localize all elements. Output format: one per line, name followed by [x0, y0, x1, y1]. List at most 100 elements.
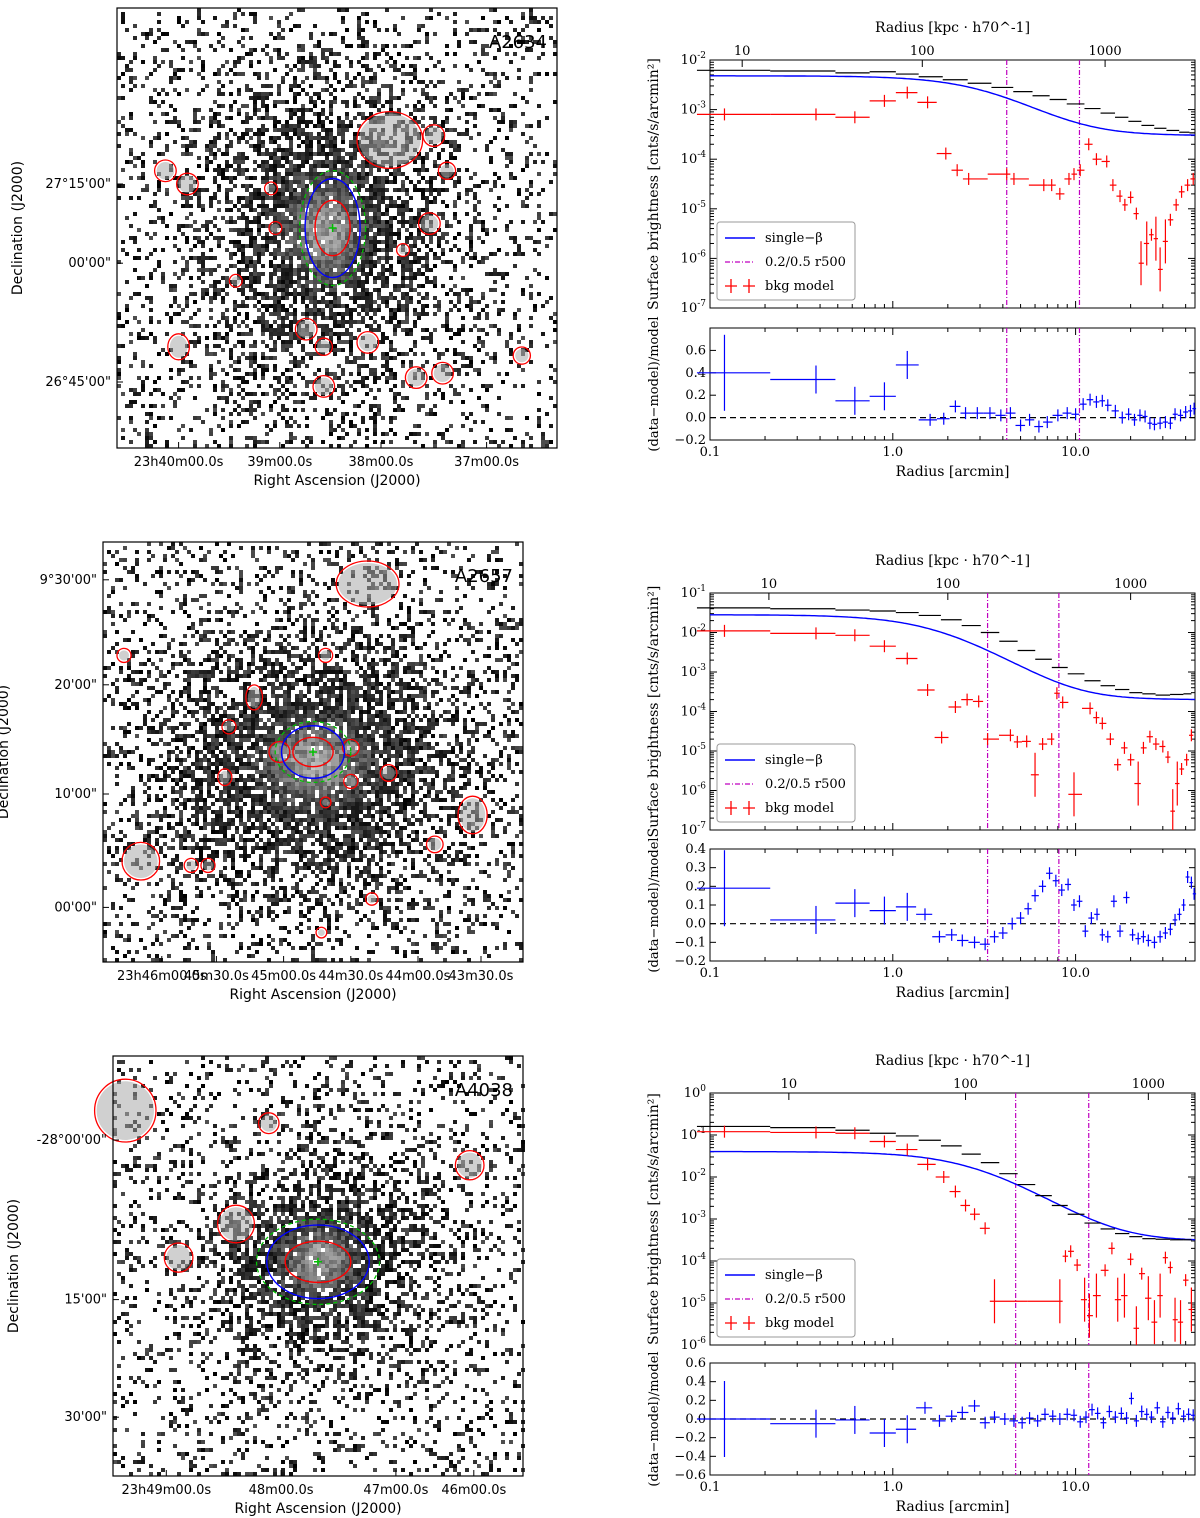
source-exclusion-region [200, 857, 216, 874]
blue-contour [304, 177, 361, 279]
residual-y-tick-label: 0.4 [685, 1375, 706, 1390]
source-exclusion-region [121, 841, 161, 881]
legend-entry-label: bkg model [765, 801, 834, 816]
source-exclusion-region [263, 181, 279, 196]
x-tick-label: 10.0 [1061, 1480, 1090, 1495]
source-exclusion-region [341, 738, 360, 757]
ra-tick-label: 48m00.0s [249, 1483, 314, 1498]
source-exclusion-region [335, 560, 400, 608]
source-exclusion-region [294, 317, 318, 341]
source-exclusion-region [454, 1149, 485, 1181]
y-axis-title: Surface brightness [cnts/s/arcmin²] [646, 1093, 662, 1345]
legend-entry-label: single−β [765, 231, 823, 246]
xray-pixel-map [117, 8, 557, 448]
cluster-center-marker [314, 1257, 322, 1266]
point-source [124, 844, 158, 878]
residual-y-tick-label: 0.6 [685, 343, 706, 358]
y-tick-label: 10-2 [681, 624, 706, 641]
single-beta-model-line [710, 1150, 1196, 1241]
image-frame [112, 1055, 524, 1477]
dec-tick-label: 10'00" [54, 787, 97, 802]
xray-pixel-map [103, 542, 523, 962]
point-source [428, 838, 442, 851]
ra-axis-title: Right Ascension (J2000) [253, 473, 420, 489]
x-axis-title: Radius [arcmin] [896, 1499, 1010, 1515]
legend-entry-label: 0.2/0.5 r500 [765, 255, 846, 270]
y-tick-label: 10-4 [681, 1252, 707, 1269]
surface-brightness-chart: 0.1 1.0 10.0 10 100 1000 Radius [kpc · h70^-1]… [646, 1053, 1196, 1515]
source-exclusion-region [175, 172, 199, 196]
image-frame [102, 541, 524, 963]
ra-axis-title: Right Ascension (J2000) [229, 987, 396, 1003]
ra-tick-label: 45m30.0s [184, 969, 249, 984]
source-exclusion-region [319, 796, 332, 809]
residual-y-tick-label: −0.2 [674, 433, 706, 448]
point-source [398, 245, 408, 255]
point-source [178, 175, 197, 193]
cluster-name-label: A2634 [489, 32, 547, 53]
single-beta-model-line [710, 614, 1195, 701]
y-tick-label: 10-1 [681, 584, 706, 601]
sky-images-layer: A2634 23h40m00.0s 39m00.0s 38m00.0s 37m00.0s… [0, 7, 558, 1517]
x-axis-title: Radius [arcmin] [896, 985, 1010, 1001]
legend-entry-label: 0.2/0.5 r500 [765, 777, 846, 792]
y-tick-label: 100 [684, 1084, 707, 1101]
source-exclusion-region [268, 220, 283, 236]
y-tick-label: 10-3 [681, 663, 707, 680]
legend-box [716, 1258, 856, 1338]
ra-tick-label: 45m00.0s [251, 969, 316, 984]
y-tick-label: 10-6 [681, 1336, 707, 1353]
residual-y-tick-label: −0.4 [674, 1449, 706, 1464]
green-contour [298, 169, 367, 287]
source-exclusion-region [257, 1112, 280, 1135]
top-axis-title: Radius [kpc · h70^-1] [875, 20, 1030, 36]
point-source [382, 766, 395, 780]
y-tick-label: 10-2 [681, 1168, 706, 1185]
y-axis-title: Surface brightness [cnts/s/arcmin²] [646, 586, 662, 838]
dec-tick-label: 27°15'00" [45, 177, 111, 192]
x-tick-label: 1.0 [882, 445, 903, 460]
y-tick-label: 10-1 [681, 1126, 706, 1143]
dec-axis-title: Declination (J2000) [6, 1199, 22, 1333]
ra-tick-label: 23h46m00.0s [117, 969, 207, 984]
y-tick-label: 10-7 [681, 299, 707, 316]
source-exclusion-region [167, 333, 191, 361]
dec-tick-label: 15'00" [64, 1293, 107, 1308]
source-exclusion-region [312, 374, 336, 398]
point-source [460, 798, 486, 832]
y-tick-label: 10-5 [681, 200, 707, 217]
residual-y-tick-label: 0.4 [685, 842, 706, 857]
point-source [169, 335, 188, 358]
ra-tick-label: 23h40m00.0s [134, 455, 224, 470]
point-source [96, 1081, 154, 1140]
source-exclusion-region [217, 768, 233, 787]
point-source [345, 776, 356, 787]
x-tick-label: 10.0 [1061, 445, 1090, 460]
red-core-contour [314, 199, 351, 257]
point-source [260, 1114, 277, 1132]
ra-tick-label: 23h49m00.0s [121, 1483, 211, 1498]
legend-swatch-bkg [725, 801, 755, 815]
legend-entry-label: bkg model [765, 279, 834, 294]
point-source [266, 184, 276, 193]
top-axis-title: Radius [kpc · h70^-1] [875, 553, 1030, 569]
x-tick-label: 10.0 [1061, 966, 1090, 981]
residual-y-tick-label: −0.1 [674, 935, 706, 950]
ra-tick-label: 44m00.0s [386, 969, 451, 984]
point-source [202, 860, 214, 871]
single-beta-model-line [710, 75, 1195, 136]
blue-contour [266, 1224, 370, 1300]
y-tick-label: 10-5 [681, 1294, 707, 1311]
point-source [186, 860, 197, 871]
source-exclusion-region [317, 647, 334, 664]
top-tick-label: 10 [761, 577, 778, 592]
ra-tick-label: 47m00.0s [363, 1483, 428, 1498]
ra-axis-title: Right Ascension (J2000) [234, 1501, 401, 1517]
point-source [156, 162, 175, 180]
source-exclusion-region [356, 330, 380, 354]
sky-image-panel: A4038 23h49m00.0s 48m00.0s 47m00.0s 46m00.0s… [6, 1055, 525, 1517]
residual-y-tick-label: 0.1 [685, 898, 706, 913]
residual-y-tick-label: −0.6 [674, 1468, 706, 1483]
